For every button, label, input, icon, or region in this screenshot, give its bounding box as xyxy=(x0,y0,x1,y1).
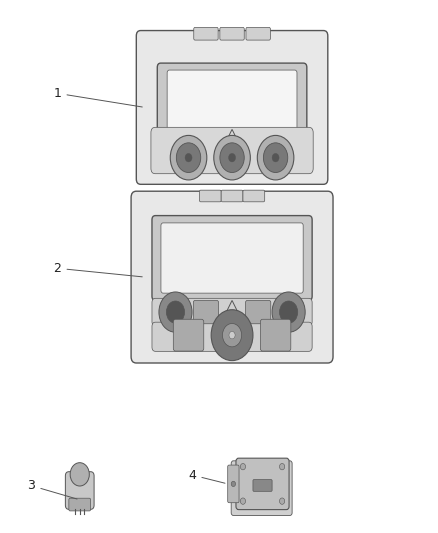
Text: 4: 4 xyxy=(188,469,225,483)
FancyBboxPatch shape xyxy=(65,472,94,510)
Circle shape xyxy=(257,135,294,180)
Circle shape xyxy=(279,464,285,470)
Circle shape xyxy=(229,332,235,339)
FancyBboxPatch shape xyxy=(152,216,312,301)
Circle shape xyxy=(223,324,242,347)
FancyBboxPatch shape xyxy=(152,298,312,326)
FancyBboxPatch shape xyxy=(151,127,313,174)
FancyBboxPatch shape xyxy=(199,190,221,202)
FancyBboxPatch shape xyxy=(161,223,303,293)
Circle shape xyxy=(231,481,236,487)
Circle shape xyxy=(272,154,279,162)
Circle shape xyxy=(220,143,244,173)
Text: 2: 2 xyxy=(53,262,142,277)
FancyBboxPatch shape xyxy=(243,190,265,202)
Circle shape xyxy=(263,143,288,173)
Circle shape xyxy=(279,498,285,504)
FancyBboxPatch shape xyxy=(220,27,244,40)
Circle shape xyxy=(240,498,246,504)
FancyBboxPatch shape xyxy=(167,70,297,136)
FancyBboxPatch shape xyxy=(136,30,328,184)
FancyBboxPatch shape xyxy=(131,191,333,363)
FancyBboxPatch shape xyxy=(173,319,204,351)
FancyBboxPatch shape xyxy=(193,301,219,324)
Circle shape xyxy=(211,310,253,361)
FancyBboxPatch shape xyxy=(157,63,307,143)
Circle shape xyxy=(159,292,192,332)
Circle shape xyxy=(166,301,184,323)
FancyBboxPatch shape xyxy=(231,461,292,515)
Circle shape xyxy=(170,135,207,180)
Circle shape xyxy=(185,154,192,162)
Circle shape xyxy=(229,154,236,162)
Circle shape xyxy=(177,143,201,173)
FancyBboxPatch shape xyxy=(152,322,312,351)
FancyBboxPatch shape xyxy=(69,498,91,511)
Circle shape xyxy=(70,463,89,486)
Circle shape xyxy=(272,292,305,332)
FancyBboxPatch shape xyxy=(221,190,243,202)
Circle shape xyxy=(214,135,251,180)
Circle shape xyxy=(279,301,298,323)
Circle shape xyxy=(240,464,246,470)
FancyBboxPatch shape xyxy=(194,27,218,40)
FancyBboxPatch shape xyxy=(246,301,271,324)
Text: 1: 1 xyxy=(53,87,142,107)
FancyBboxPatch shape xyxy=(228,465,239,503)
FancyBboxPatch shape xyxy=(260,319,291,351)
FancyBboxPatch shape xyxy=(246,27,270,40)
FancyBboxPatch shape xyxy=(236,458,289,510)
FancyBboxPatch shape xyxy=(253,480,272,491)
Text: 3: 3 xyxy=(28,479,77,499)
